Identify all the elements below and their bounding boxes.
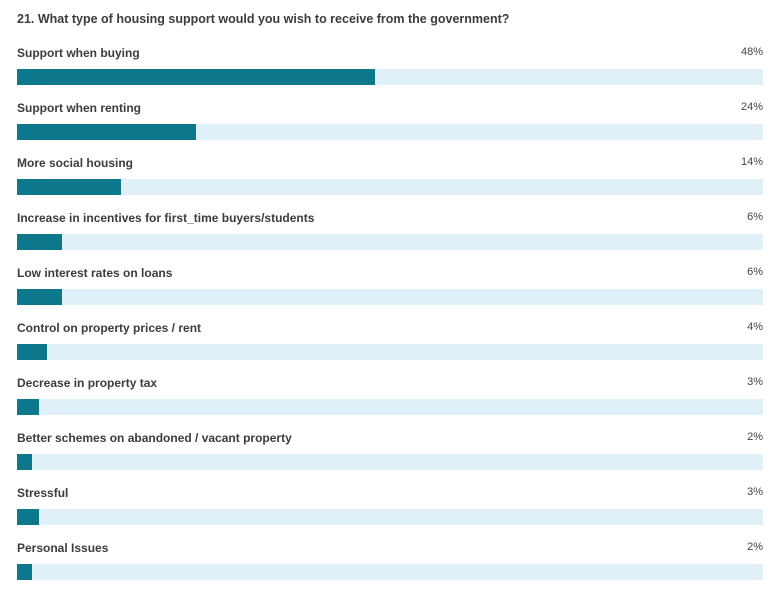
bar-row: More social housing 14% (17, 154, 763, 209)
bar-row: Increase in incentives for first_time bu… (17, 209, 763, 264)
bar-track (17, 179, 763, 195)
bar-value-label: 14% (740, 156, 763, 168)
bar-value-label: 24% (740, 101, 763, 113)
bar-value-label: 48% (740, 46, 763, 58)
bar-row: Support when renting 24% (17, 99, 763, 154)
bar-list: Support when buying 48% Support when renti… (17, 44, 763, 594)
bar (17, 509, 39, 525)
bar-label: Increase in incentives for first_time bu… (17, 211, 315, 225)
bar-label: Low interest rates on loans (17, 266, 173, 280)
bar-track (17, 124, 763, 140)
bar (17, 124, 196, 140)
bar-row: Control on property prices / rent 4% (17, 319, 763, 374)
bar (17, 399, 39, 415)
bar-label: Control on property prices / rent (17, 321, 202, 335)
bar-value-label: 2% (747, 431, 763, 443)
bar-label: Stressful (17, 486, 69, 500)
bar-track (17, 454, 763, 470)
bar-track (17, 564, 763, 580)
bar-row: Support when buying 48% (17, 44, 763, 99)
bar-label: More social housing (17, 156, 134, 170)
bar (17, 179, 121, 195)
bar-label: Better schemes on abandoned / vacant pro… (17, 431, 292, 445)
bar-label: Support when renting (17, 101, 141, 115)
bar-value-label: 2% (747, 541, 763, 553)
bar-value-label: 6% (747, 211, 763, 223)
bar-label: Personal Issues (17, 541, 109, 555)
bar-value-label: 6% (747, 266, 763, 278)
bar-label: Support when buying (17, 46, 140, 60)
bar (17, 564, 32, 580)
bar-track (17, 69, 763, 85)
bar-track (17, 234, 763, 250)
bar-row: Low interest rates on loans 6% (17, 264, 763, 319)
bar-track (17, 399, 763, 415)
bar-label: Decrease in property tax (17, 376, 158, 390)
bar-row: Decrease in property tax 3% (17, 374, 763, 429)
bar-row: Personal Issues 2% (17, 539, 763, 594)
bar-track (17, 509, 763, 525)
bar (17, 344, 47, 360)
chart-title: 21. What type of housing support would y… (17, 12, 510, 26)
bar-row: Stressful 3% (17, 484, 763, 539)
bar-value-label: 3% (747, 376, 763, 388)
bar (17, 289, 62, 305)
bar-value-label: 3% (747, 486, 763, 498)
bar-row: Better schemes on abandoned / vacant pro… (17, 429, 763, 484)
bar (17, 69, 375, 85)
bar (17, 454, 32, 470)
bar-track (17, 344, 763, 360)
bar-value-label: 4% (747, 321, 763, 333)
bar (17, 234, 62, 250)
bar-track (17, 289, 763, 305)
